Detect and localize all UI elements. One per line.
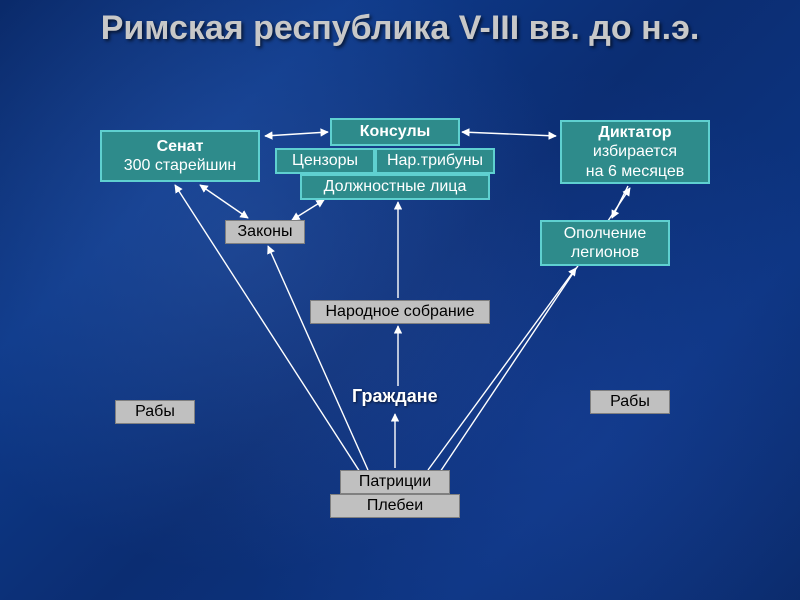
page-title: Римская республика V-III вв. до н.э. (0, 8, 800, 49)
officials-text: Должностные лица (324, 177, 467, 196)
slaves-left-text: Рабы (135, 402, 175, 421)
box-slaves-right: Рабы (590, 390, 670, 414)
plebeians-text: Плебеи (367, 496, 423, 515)
slaves-right-text: Рабы (610, 392, 650, 411)
box-slaves-left: Рабы (115, 400, 195, 424)
dictator-sub2: на 6 месяцев (586, 162, 684, 181)
militia-l2: легионов (571, 243, 639, 262)
box-laws: Законы (225, 220, 305, 244)
senate-title: Сенат (157, 137, 204, 156)
box-assembly: Народное собрание (310, 300, 490, 324)
laws-text: Законы (238, 222, 293, 241)
tribunes-text: Нар.трибуны (387, 151, 483, 170)
senate-sub: 300 старейшин (124, 156, 237, 175)
box-tribunes: Нар.трибуны (375, 148, 495, 174)
consuls-title: Консулы (360, 122, 431, 141)
patricians-text: Патриции (359, 472, 431, 491)
box-senate: Сенат 300 старейшин (100, 130, 260, 182)
dictator-title: Диктатор (598, 123, 671, 142)
box-censors: Цензоры (275, 148, 375, 174)
censors-text: Цензоры (292, 151, 358, 170)
box-officials: Должностные лица (300, 174, 490, 200)
box-plebeians: Плебеи (330, 494, 460, 518)
label-citizens: Граждане (352, 386, 438, 407)
box-militia: Ополчение легионов (540, 220, 670, 266)
dictator-sub1: избирается (593, 142, 677, 161)
box-dictator: Диктатор избирается на 6 месяцев (560, 120, 710, 184)
box-consuls: Консулы (330, 118, 460, 146)
box-patricians: Патриции (340, 470, 450, 494)
militia-l1: Ополчение (564, 224, 647, 243)
assembly-text: Народное собрание (325, 302, 474, 321)
